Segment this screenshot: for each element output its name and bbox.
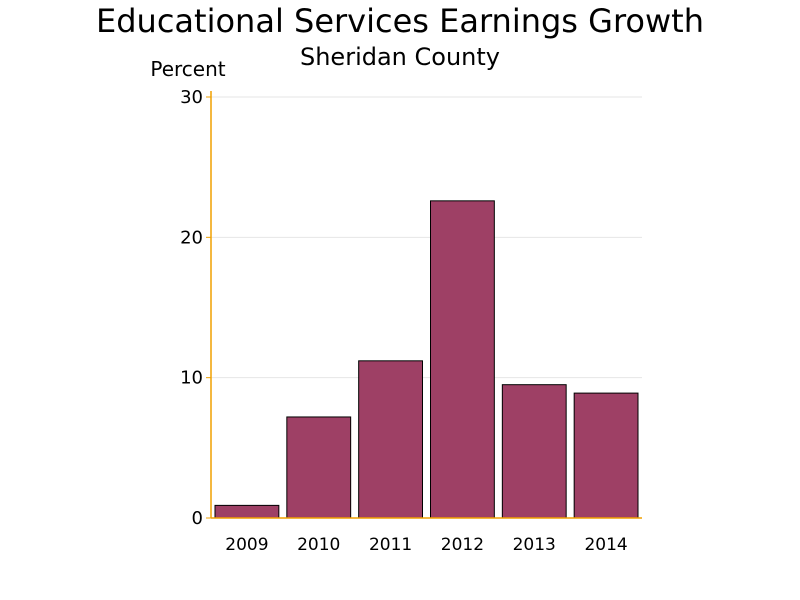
x-tick-label: 2014 [584, 535, 627, 555]
bar-2011 [358, 360, 423, 519]
y-tick-label: 30 [180, 87, 203, 108]
y-tick-label: 0 [192, 508, 203, 529]
bar-2010 [286, 416, 352, 519]
x-tick-label: 2013 [513, 535, 556, 555]
chart-title: Educational Services Earnings Growth [96, 2, 704, 40]
x-tick-label: 2012 [441, 535, 484, 555]
bar-2009 [214, 504, 280, 519]
bar-2014 [573, 392, 639, 519]
bar-2012 [430, 200, 495, 519]
gridlines [211, 96, 642, 379]
chart-subtitle: Sheridan County [300, 43, 500, 71]
y-tick-labels: 0 10 20 30 [180, 87, 203, 529]
x-tick-label: 2010 [297, 535, 340, 555]
bars [214, 200, 639, 519]
bar-2013 [501, 384, 567, 519]
y-tick-label: 10 [180, 368, 203, 389]
x-tick-label: 2011 [369, 535, 412, 555]
y-tick-label: 20 [180, 227, 203, 248]
x-tick-labels: 2009 2010 2011 2012 2013 2014 [225, 535, 627, 555]
x-tick-label: 2009 [225, 535, 268, 555]
axes [206, 91, 642, 519]
y-axis-label: Percent [150, 57, 225, 81]
